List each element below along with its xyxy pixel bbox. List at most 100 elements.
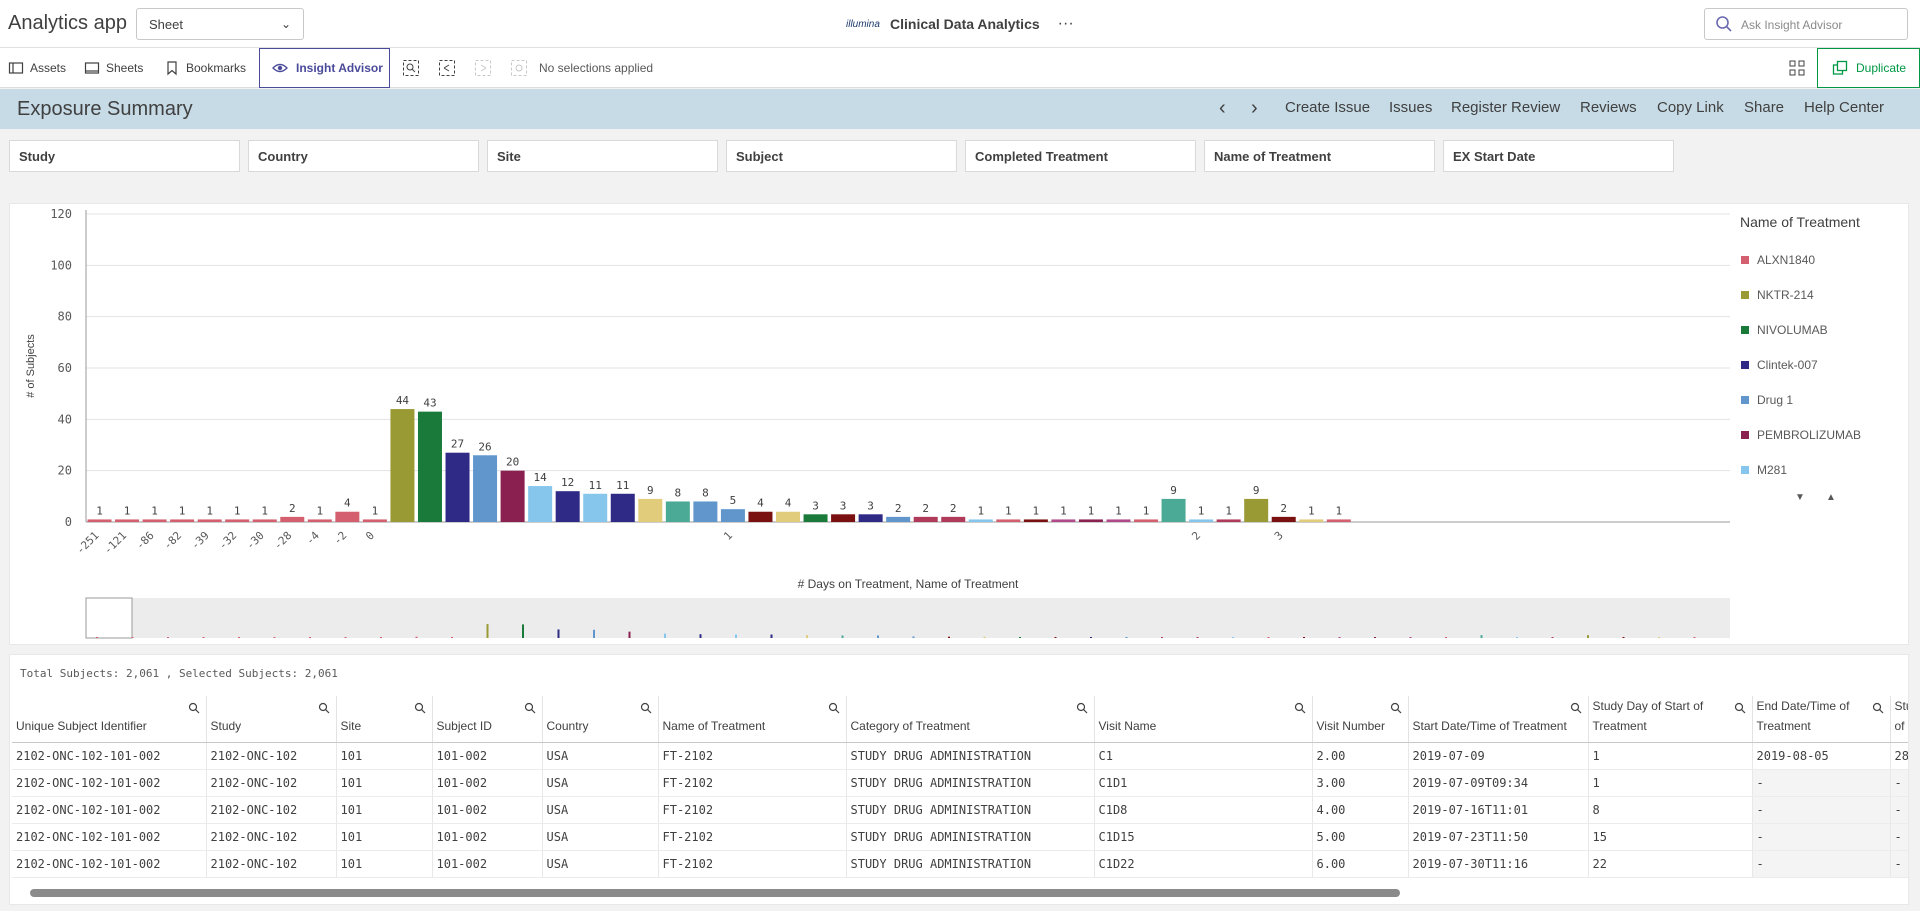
- share-link[interactable]: Share: [1744, 99, 1785, 116]
- column-header[interactable]: Site: [336, 696, 433, 743]
- filter-subject[interactable]: Subject: [726, 140, 957, 172]
- column-header[interactable]: Start Date/Time of Treatment: [1408, 696, 1589, 743]
- bar-value-label: 43: [423, 397, 436, 410]
- copy-link-link[interactable]: Copy Link: [1657, 99, 1724, 116]
- column-header[interactable]: Unique Subject Identifier: [12, 696, 207, 743]
- issues-link[interactable]: Issues: [1389, 99, 1433, 116]
- table-cell: 2019-07-09: [1408, 742, 1589, 770]
- table-cell: -: [1890, 850, 1908, 878]
- column-header[interactable]: Country: [542, 696, 659, 743]
- smart-search-icon[interactable]: [402, 59, 420, 77]
- column-search-icon[interactable]: [1872, 702, 1884, 714]
- mini-chart-bar: [1409, 637, 1412, 638]
- horizontal-scrollbar[interactable]: [30, 889, 1400, 897]
- legend-item[interactable]: NKTR-214: [1741, 287, 1814, 303]
- mini-chart-bar: [344, 637, 347, 638]
- column-header[interactable]: End Date/Time of Treatment: [1752, 696, 1891, 743]
- step-forward-icon[interactable]: [474, 59, 492, 77]
- x-tick-label: -32: [216, 529, 239, 552]
- column-search-icon[interactable]: [1734, 702, 1746, 714]
- bar-value-label: 3: [867, 499, 874, 512]
- mini-chart-bar: [415, 636, 418, 638]
- chart-bar: [1106, 519, 1131, 522]
- step-back-icon[interactable]: [438, 59, 456, 77]
- table-cell: 28: [1890, 742, 1908, 770]
- chart-bar: [776, 511, 800, 522]
- filter-name-of-treatment[interactable]: Name of Treatment: [1204, 140, 1435, 172]
- mini-chart-bar: [664, 633, 666, 638]
- filter-country[interactable]: Country: [248, 140, 479, 172]
- chart-bar: [1078, 519, 1103, 522]
- column-search-icon[interactable]: [524, 702, 536, 714]
- previous-sheet-button[interactable]: ‹: [1219, 97, 1226, 119]
- assets-label: Assets: [30, 61, 67, 75]
- legend-scroll-down-icon[interactable]: ▼: [1795, 492, 1805, 503]
- legend-item[interactable]: Clintek-007: [1741, 357, 1818, 373]
- column-search-icon[interactable]: [1390, 702, 1402, 714]
- register-review-link[interactable]: Register Review: [1451, 99, 1561, 116]
- grid-icon[interactable]: [1788, 59, 1806, 77]
- legend-swatch: [1741, 466, 1749, 474]
- table-row[interactable]: 2102-ONC-102-101-002 2102-ONC-102 101 101-0…: [12, 796, 1908, 824]
- table-row[interactable]: 2102-ONC-102-101-002 2102-ONC-102 101 101-0…: [12, 850, 1908, 878]
- column-header[interactable]: Name of Treatment: [658, 696, 847, 743]
- column-header[interactable]: Subject ID: [432, 696, 543, 743]
- column-header[interactable]: Study: [206, 696, 337, 743]
- column-search-icon[interactable]: [318, 702, 330, 714]
- reviews-link[interactable]: Reviews: [1580, 99, 1637, 116]
- column-search-icon[interactable]: [414, 702, 426, 714]
- help-center-link[interactable]: Help Center: [1804, 99, 1885, 116]
- mini-chart-bar: [877, 635, 879, 638]
- filter-ex-start-date[interactable]: EX Start Date: [1443, 140, 1674, 172]
- mini-chart-bar: [167, 637, 169, 638]
- table-row[interactable]: 2102-ONC-102-101-002 2102-ONC-102 101 101-0…: [12, 742, 1908, 770]
- sheet-select[interactable]: Sheet ⌄: [136, 8, 304, 40]
- bar-value-label: 1: [1308, 504, 1315, 517]
- column-header[interactable]: Visit Number: [1312, 696, 1409, 743]
- filter-study[interactable]: Study: [9, 140, 240, 172]
- table-row[interactable]: 2102-ONC-102-101-002 2102-ONC-102 101 101-0…: [12, 769, 1908, 797]
- column-header[interactable]: Visit Name: [1094, 696, 1313, 743]
- next-sheet-button[interactable]: ›: [1251, 97, 1258, 119]
- legend-item[interactable]: Drug 1: [1741, 392, 1793, 408]
- legend-item[interactable]: NIVOLUMAB: [1741, 322, 1828, 338]
- column-header[interactable]: Study Day of Start of Treatment: [1588, 696, 1753, 743]
- mini-chart-bar: [628, 631, 631, 638]
- assets-button[interactable]: Assets: [8, 48, 66, 88]
- legend-scroll-up-icon[interactable]: ▲: [1826, 492, 1836, 503]
- ask-insight-advisor-input[interactable]: Ask Insight Advisor: [1704, 8, 1908, 40]
- filter-completed-treatment[interactable]: Completed Treatment: [965, 140, 1196, 172]
- table-cell: STUDY DRUG ADMINISTRATION: [846, 742, 1095, 770]
- filter-site[interactable]: Site: [487, 140, 718, 172]
- sheets-button[interactable]: Sheets: [84, 48, 143, 88]
- x-tick-label: -2: [331, 529, 350, 548]
- legend-item[interactable]: M281: [1741, 462, 1787, 476]
- sheets-label: Sheets: [106, 61, 144, 75]
- column-header-label: Name of Treatment: [662, 719, 766, 733]
- chart-bar: [252, 519, 277, 522]
- chart-bar: [197, 519, 222, 522]
- table-cell: C1D15: [1094, 823, 1313, 851]
- column-search-icon[interactable]: [1294, 702, 1306, 714]
- column-search-icon[interactable]: [640, 702, 652, 714]
- duplicate-button[interactable]: Duplicate: [1817, 48, 1920, 88]
- table-cell: C1D22: [1094, 850, 1313, 878]
- bookmarks-button[interactable]: Bookmarks: [164, 48, 246, 88]
- clear-selections-icon[interactable]: [510, 59, 528, 77]
- column-search-icon[interactable]: [828, 702, 840, 714]
- column-header[interactable]: Stu of: [1890, 696, 1908, 743]
- more-options-button[interactable]: ···: [1057, 15, 1074, 32]
- table-row[interactable]: 2102-ONC-102-101-002 2102-ONC-102 101 101-0…: [12, 823, 1908, 851]
- column-search-icon[interactable]: [188, 702, 200, 714]
- column-search-icon[interactable]: [1570, 702, 1582, 714]
- create-issue-link[interactable]: Create Issue: [1285, 99, 1371, 116]
- insight-advisor-button[interactable]: Insight Advisor: [259, 48, 390, 88]
- column-header[interactable]: Category of Treatment: [846, 696, 1095, 743]
- legend-item[interactable]: PEMBROLIZUMAB: [1741, 427, 1861, 443]
- legend-item[interactable]: ALXN1840: [1741, 252, 1815, 268]
- bar-value-label: 2: [1280, 502, 1287, 515]
- column-search-icon[interactable]: [1076, 702, 1088, 714]
- chart-bar: [335, 511, 360, 522]
- table-cell: 15: [1588, 823, 1753, 851]
